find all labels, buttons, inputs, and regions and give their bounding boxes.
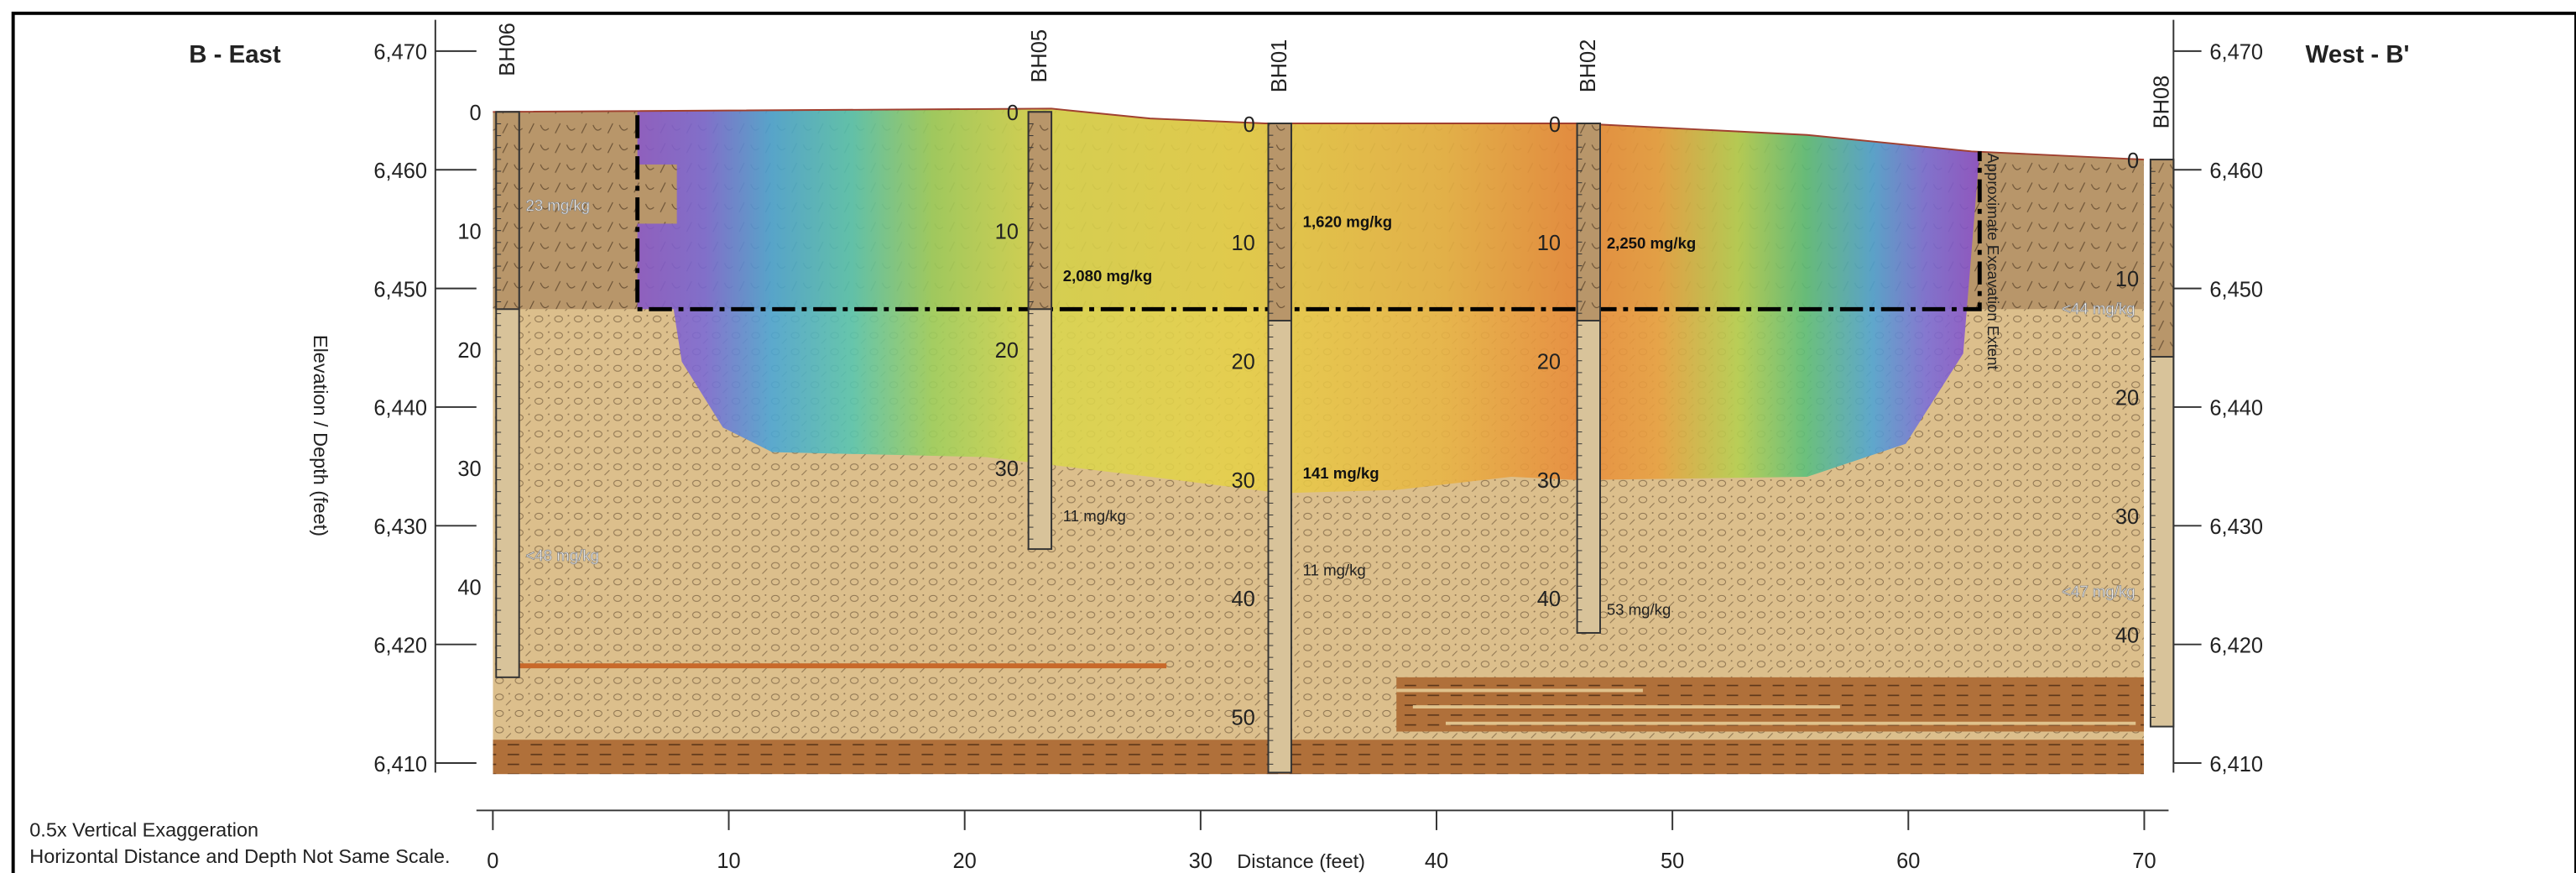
depth-label: 40 bbox=[457, 577, 481, 600]
depth-label: 0 bbox=[1007, 102, 1019, 125]
y-axis-label: Elevation / Depth (feet) bbox=[310, 335, 331, 536]
depth-label: 10 bbox=[1232, 232, 1255, 255]
clay-layer bbox=[493, 740, 2145, 775]
depth-label: 40 bbox=[2115, 624, 2139, 647]
note: Horizontal Distance and Depth Not Same S… bbox=[29, 845, 450, 867]
elevation-label: 6,440 bbox=[373, 397, 427, 421]
distance-label: 10 bbox=[717, 849, 740, 873]
sand-stringers bbox=[1396, 688, 2136, 725]
clean-pocket bbox=[637, 164, 677, 224]
borehole-name: BH05 bbox=[1028, 29, 1051, 83]
frame bbox=[11, 11, 2576, 873]
note: 0.5x Vertical Exaggeration bbox=[29, 819, 258, 841]
borehole-name: BH01 bbox=[1268, 39, 1291, 93]
elevation-label: 6,470 bbox=[2209, 41, 2263, 65]
sample-result: <48 mg/kg bbox=[526, 546, 599, 564]
sample-result: 11 mg/kg bbox=[1063, 507, 1126, 525]
depth-label: 30 bbox=[1232, 469, 1255, 493]
depth-label: 30 bbox=[2115, 505, 2139, 529]
sample-result: <47 mg/kg bbox=[2062, 583, 2135, 600]
sample-result: 141 mg/kg bbox=[1303, 464, 1379, 482]
distance-label: 20 bbox=[953, 849, 977, 873]
ground-surface bbox=[493, 107, 2145, 161]
depth-label: 0 bbox=[2127, 149, 2139, 173]
contaminant-plume bbox=[637, 108, 1980, 494]
elevation-label: 6,460 bbox=[373, 159, 427, 183]
depth-label: 40 bbox=[1232, 588, 1255, 611]
distance-label: 50 bbox=[1661, 849, 1684, 873]
left-title: B - East bbox=[189, 41, 281, 69]
x-axis-label: Distance (feet) bbox=[1237, 850, 1365, 872]
depth-label: 20 bbox=[2115, 387, 2139, 410]
depth-label: 10 bbox=[1537, 232, 1561, 255]
borehole-name: BH02 bbox=[1577, 39, 1600, 93]
elevation-label: 6,420 bbox=[373, 634, 427, 657]
sample-result: 2,250 mg/kg bbox=[1607, 234, 1696, 252]
borehole-upper bbox=[1027, 111, 1053, 311]
elevation-label: 6,420 bbox=[2209, 634, 2263, 657]
depth-label: 10 bbox=[457, 220, 481, 243]
elevation-label: 6,450 bbox=[373, 278, 427, 301]
depth-label: 40 bbox=[1537, 588, 1561, 611]
sample-result: <44 mg/kg bbox=[2062, 300, 2135, 317]
elevation-label: 6,430 bbox=[2209, 515, 2263, 539]
elevation-label: 6,450 bbox=[2209, 278, 2263, 301]
depth-label: 0 bbox=[1549, 113, 1561, 137]
sample-result: 23 mg/kg bbox=[526, 196, 590, 214]
sample-result: 2,080 mg/kg bbox=[1063, 267, 1152, 285]
borehole-name: BH08 bbox=[2150, 76, 2173, 129]
depth-label: 0 bbox=[470, 102, 482, 125]
excavation-label: Approximate Excavation Extent bbox=[1984, 153, 2002, 370]
depth-label: 30 bbox=[457, 457, 481, 481]
depth-label: 20 bbox=[1537, 351, 1561, 374]
depth-label: 20 bbox=[1232, 351, 1255, 374]
sample-result: 11 mg/kg bbox=[1303, 561, 1366, 578]
elevation-label: 6,410 bbox=[2209, 753, 2263, 776]
borehole-upper bbox=[1267, 123, 1292, 321]
excavation-extent bbox=[635, 115, 1982, 311]
elevation-label: 6,470 bbox=[373, 41, 427, 65]
elevation-label: 6,430 bbox=[373, 515, 427, 539]
borehole-upper bbox=[495, 111, 520, 311]
distance-label: 70 bbox=[2132, 849, 2156, 873]
elevation-label: 6,440 bbox=[2209, 397, 2263, 421]
strata bbox=[493, 108, 2145, 775]
elevation-label: 6,410 bbox=[373, 753, 427, 776]
distance-label: 60 bbox=[1896, 849, 1920, 873]
sample-result: 53 mg/kg bbox=[1607, 600, 1671, 618]
depth-label: 10 bbox=[2115, 268, 2139, 291]
borehole-upper bbox=[2149, 159, 2175, 358]
distance-label: 40 bbox=[1425, 849, 1448, 873]
depth-label: 30 bbox=[995, 457, 1019, 481]
sample-result: 1,620 mg/kg bbox=[1303, 212, 1392, 230]
depth-label: 30 bbox=[1537, 469, 1561, 493]
depth-label: 20 bbox=[995, 339, 1019, 363]
depth-label: 50 bbox=[1232, 707, 1255, 730]
distance-label: 30 bbox=[1189, 849, 1212, 873]
right-title: West - B' bbox=[2306, 41, 2410, 69]
borehole-upper bbox=[1576, 123, 1601, 321]
depth-label: 0 bbox=[1244, 113, 1255, 137]
elevation-label: 6,460 bbox=[2209, 159, 2263, 183]
distance-label: 0 bbox=[487, 849, 498, 873]
depth-label: 20 bbox=[457, 339, 481, 363]
borehole-name: BH06 bbox=[496, 23, 519, 76]
depth-label: 10 bbox=[995, 220, 1019, 243]
